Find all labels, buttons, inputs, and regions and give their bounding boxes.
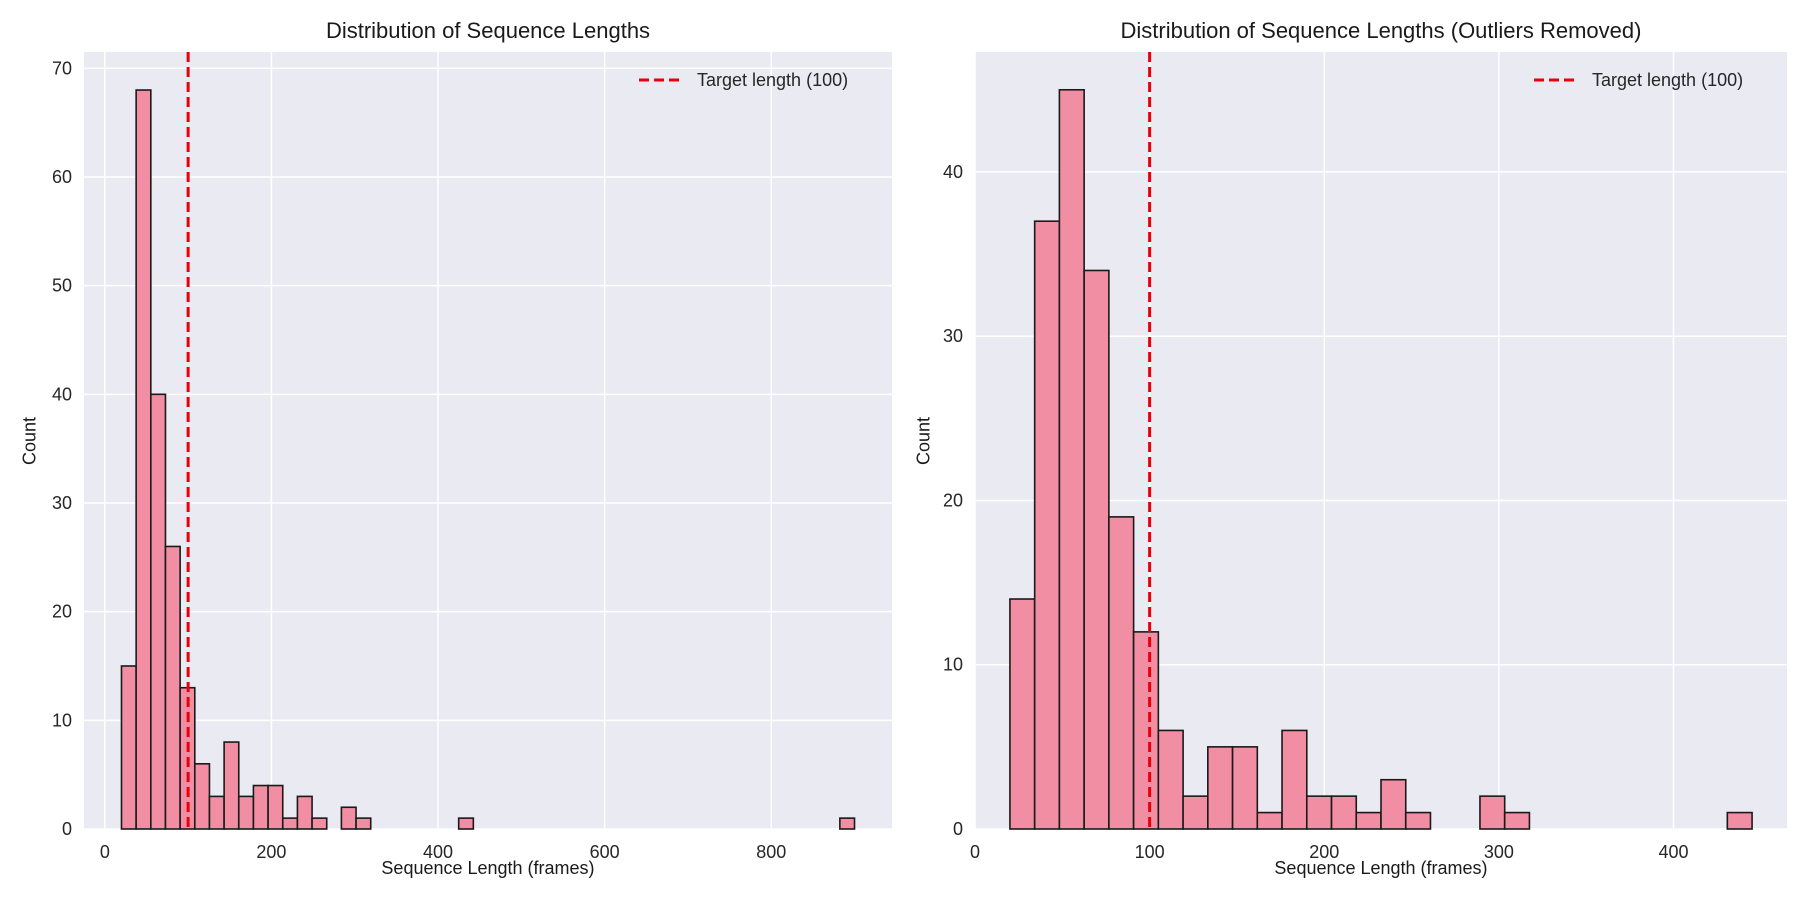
x-axis-label-right: Sequence Length (frames) [1274, 858, 1488, 878]
histogram-bar [1157, 729, 1184, 830]
y-tick-label: 0 [953, 819, 963, 839]
legend-label: Target length (100) [1592, 70, 1743, 90]
chart-title-left: Distribution of Sequence Lengths [325, 18, 651, 43]
histogram-bar [457, 817, 475, 830]
histogram-bar [120, 665, 137, 830]
y-tick-label: 40 [943, 162, 963, 182]
y-tick-label: 20 [52, 602, 72, 622]
y-tick-label: 30 [943, 326, 963, 346]
histogram-bar [340, 806, 357, 830]
histogram-bar [296, 795, 313, 830]
histogram-bar [1231, 746, 1259, 830]
x-tick-label: 0 [100, 842, 110, 862]
histogram-bar [1404, 811, 1432, 830]
histogram-bar [1305, 795, 1333, 830]
histogram-bar [164, 545, 181, 830]
x-axis-label-left: Sequence Length (frames) [381, 858, 595, 878]
histogram-bar [1033, 220, 1061, 830]
y-tick-label: 40 [52, 384, 72, 404]
legend: Target length (100) [639, 70, 848, 90]
histogram-bar [1479, 795, 1506, 830]
histogram-bar [1132, 631, 1160, 830]
histogram-bar [355, 817, 372, 830]
histogram-bar [1182, 795, 1209, 830]
y-axis-label-right: Count [913, 416, 934, 465]
histogram-panel-right: 0 100 200 300 400 0 10 20 30 40 Target length (100… [900, 0, 1800, 900]
histogram-bar [1726, 811, 1753, 830]
histogram-bar [1058, 88, 1085, 830]
x-tick-label: 200 [1309, 842, 1339, 862]
histogram-bar [1256, 811, 1283, 830]
histogram-bar [1380, 778, 1407, 830]
y-tick-label: 20 [943, 490, 963, 510]
histogram-panel-left: 0 200 400 600 800 0 10 20 30 40 50 60 70 Target lengt… [19, 18, 892, 878]
y-tick-label: 10 [52, 710, 72, 730]
x-tick-label: 100 [1135, 842, 1165, 862]
x-tick-label: 400 [423, 842, 453, 862]
histogram-bar [1108, 516, 1135, 830]
legend: Target length (100) [1534, 70, 1743, 90]
x-tick-label: 400 [1658, 842, 1688, 862]
histogram-bar [223, 741, 240, 830]
y-tick-label: 60 [52, 167, 72, 187]
histogram-bar [1207, 746, 1234, 830]
x-tick-label: 300 [1484, 842, 1514, 862]
y-tick-label: 70 [52, 58, 72, 78]
legend-label: Target length (100) [697, 70, 848, 90]
histogram-bar [252, 784, 269, 830]
plot-area-left [84, 52, 892, 829]
histogram-bar [1503, 811, 1531, 830]
histogram-bar [839, 817, 856, 830]
histogram-bar [135, 89, 152, 830]
histogram-bar [281, 817, 299, 830]
histogram-bar [311, 817, 328, 830]
histogram-bar [193, 762, 211, 830]
histogram-bar [1083, 269, 1110, 830]
y-tick-label: 30 [52, 493, 72, 513]
x-tick-label: 800 [756, 842, 786, 862]
histogram-bar [1355, 811, 1382, 830]
histogram-bar [1330, 795, 1358, 830]
x-tick-label: 0 [970, 842, 980, 862]
y-tick-label: 10 [943, 655, 963, 675]
histogram-bar [150, 393, 167, 830]
histogram-chart-left: 0 200 400 600 800 0 10 20 30 40 50 60 70 Target lengt… [52, 52, 892, 862]
y-axis-label-left: Count [19, 416, 40, 465]
chart-title-right: Distribution of Sequence Lengths (Outlie… [1120, 18, 1642, 43]
histogram-bar [1281, 729, 1308, 830]
y-tick-label: 0 [62, 819, 72, 839]
histogram-bar [1009, 598, 1036, 830]
y-tick-label: 50 [52, 276, 72, 296]
histogram-bar [267, 784, 284, 830]
histogram-chart-right: 0 100 200 300 400 0 10 20 30 40 Target length (100… [943, 52, 1787, 862]
histogram-bar [208, 795, 225, 830]
x-tick-label: 200 [256, 842, 286, 862]
histogram-bar [237, 795, 255, 830]
x-tick-label: 600 [590, 842, 620, 862]
